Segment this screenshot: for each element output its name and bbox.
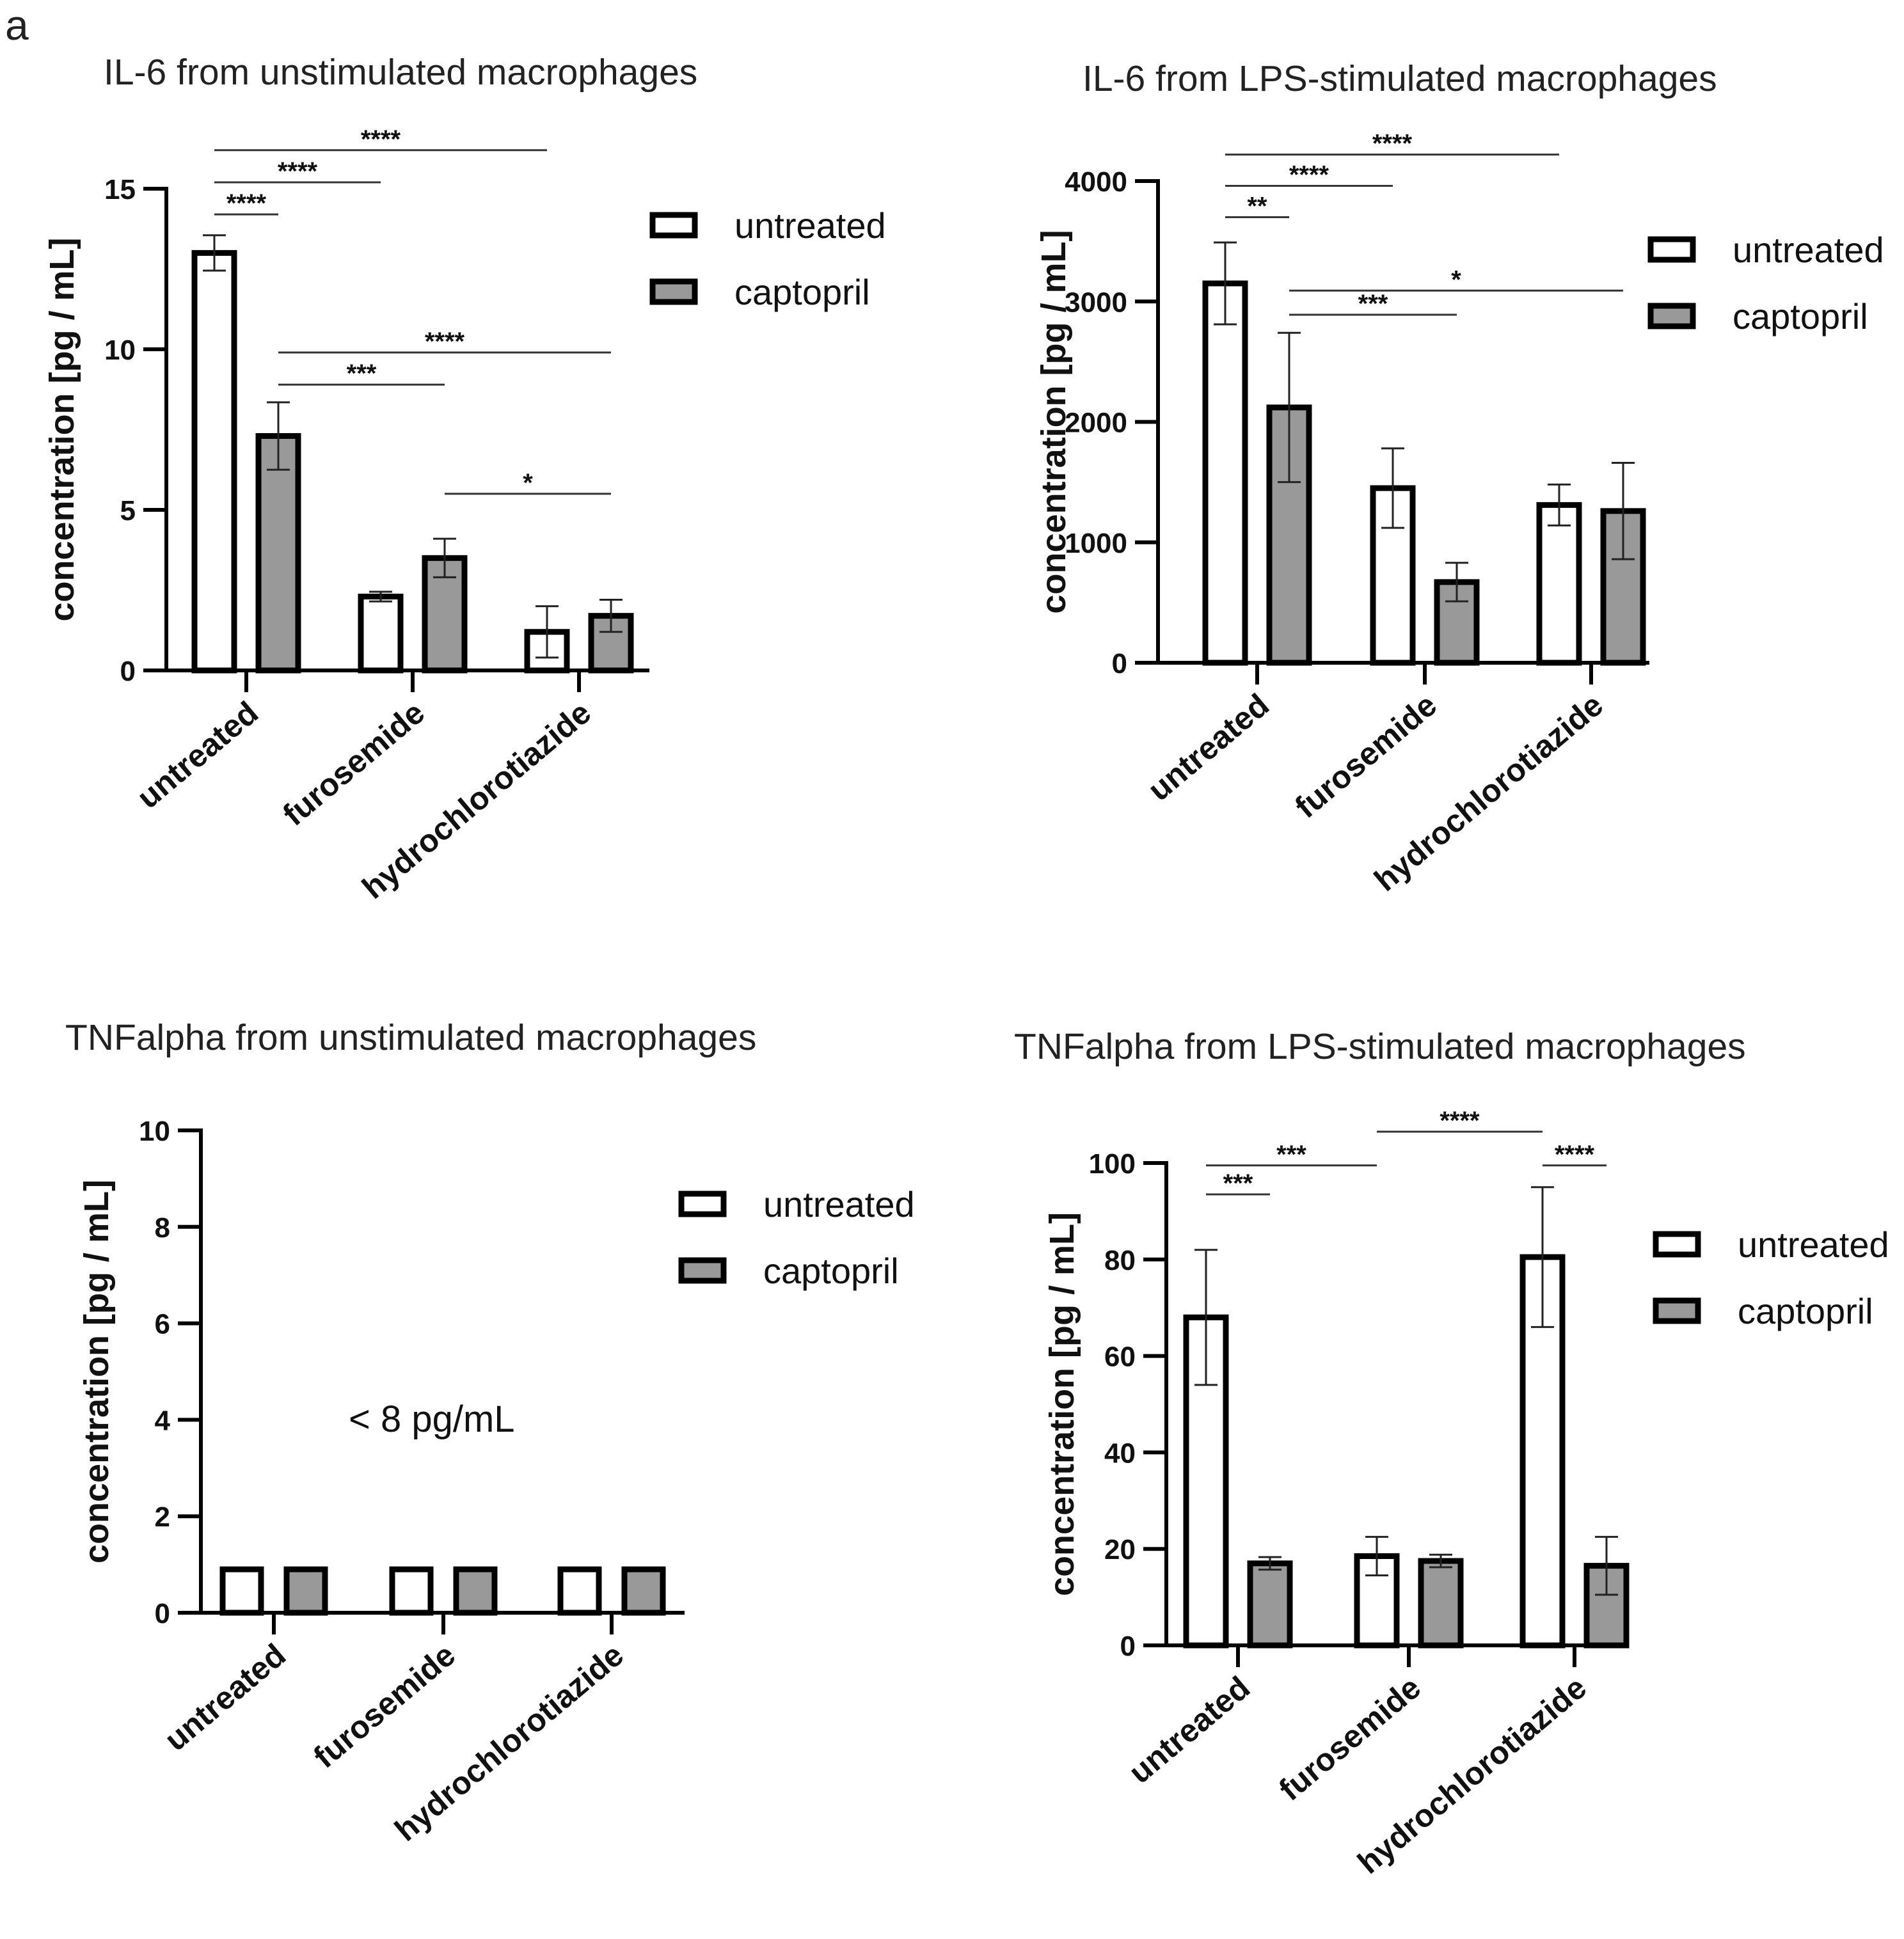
bar-untreated-untreated: [191, 249, 237, 674]
y-tick-label: 0: [1112, 648, 1127, 679]
y-tick-label: 4000: [1065, 166, 1127, 198]
legend-label-untreated: untreated: [763, 1184, 915, 1224]
bar-untreated-hydrochlorotiazide: [557, 1566, 602, 1616]
y-tick-label: 0: [120, 656, 136, 687]
x-tick-label: untreated: [158, 1637, 293, 1758]
legend-label-captopril: captopril: [763, 1251, 899, 1291]
legend-swatch-captopril: [649, 278, 698, 305]
significance-label: *: [1451, 265, 1461, 294]
significance-label: ***: [1276, 1141, 1306, 1169]
significance-label: **: [1247, 192, 1267, 220]
bar-captopril-furosemide: [1418, 1558, 1464, 1649]
significance-label: ****: [1372, 130, 1413, 158]
legend-swatch-captopril: [678, 1257, 727, 1284]
significance-label: ****: [1440, 1107, 1480, 1135]
significance-label: ****: [361, 125, 401, 154]
bar-untreated-furosemide: [389, 1566, 434, 1616]
significance-label: ****: [425, 328, 465, 356]
y-tick-label: 100: [1089, 1148, 1136, 1180]
legend-label-captopril: captopril: [1733, 296, 1868, 336]
chart-title: TNFalpha from LPS-stimulated macrophages: [1014, 1026, 1746, 1067]
legend-swatch-untreated: [1653, 1231, 1701, 1258]
legend-label-untreated: untreated: [1733, 230, 1884, 270]
y-tick-label: 6: [155, 1309, 170, 1340]
y-axis-title: concentration [pg / mL]: [77, 1180, 116, 1563]
y-tick-label: 60: [1104, 1341, 1136, 1373]
panel-letter: a: [5, 1, 29, 49]
x-tick-label: furosemide: [1289, 687, 1443, 825]
significance-label: ***: [347, 360, 377, 388]
y-tick-label: 15: [104, 174, 136, 205]
y-tick-label: 0: [1120, 1631, 1136, 1662]
y-tick-label: 0: [155, 1598, 170, 1629]
bar-captopril-hydrochlorotiazide: [621, 1566, 666, 1616]
chart-tnf-unstim: TNFalpha from unstimulated macrophages 0 2…: [65, 1017, 915, 1848]
legend-label-untreated: untreated: [734, 205, 886, 246]
significance-label: ****: [278, 157, 318, 186]
y-tick-label: 2000: [1065, 408, 1127, 439]
bar-untreated-untreated: [219, 1566, 264, 1616]
legend-swatch-untreated: [649, 212, 698, 239]
x-tick-label: furosemide: [276, 695, 431, 833]
significance-label: *: [523, 469, 533, 497]
x-tick-label: untreated: [1141, 687, 1276, 808]
y-tick-label: 10: [104, 335, 136, 366]
bar-untreated-furosemide: [358, 594, 404, 674]
y-tick-label: 1000: [1065, 528, 1127, 559]
legend-swatch-untreated: [1647, 236, 1696, 263]
x-tick-label: furosemide: [307, 1637, 462, 1775]
y-tick-label: 80: [1104, 1245, 1136, 1276]
chart-title: IL-6 from LPS-stimulated macrophages: [1083, 58, 1717, 99]
bar-untreated-untreated: [1202, 280, 1248, 666]
bar-captopril-furosemide: [453, 1566, 498, 1616]
y-tick-label: 4: [155, 1405, 171, 1436]
y-axis-title: concentration [pg / mL]: [1035, 230, 1073, 614]
x-tick-label: untreated: [1122, 1670, 1257, 1791]
y-tick-label: 40: [1104, 1437, 1136, 1469]
legend-label-captopril: captopril: [1738, 1291, 1873, 1331]
legend-label-untreated: untreated: [1738, 1224, 1889, 1265]
y-tick-label: 5: [120, 495, 136, 526]
legend-swatch-captopril: [1653, 1297, 1701, 1324]
x-tick-label: untreated: [131, 695, 266, 816]
legend-swatch-untreated: [678, 1191, 727, 1217]
significance-label: ****: [1289, 161, 1329, 189]
chart-il6-unstim: IL-6 from unstimulated macrophages 0 5 10 15…: [43, 52, 886, 906]
bar-captopril-untreated: [1247, 1560, 1293, 1649]
bar-untreated-hydrochlorotiazide: [1536, 502, 1582, 666]
y-tick-label: 10: [139, 1116, 170, 1147]
bar-captopril-untreated: [255, 433, 301, 674]
bar-captopril-hydrochlorotiazide: [1600, 508, 1646, 666]
significance-label: ****: [1555, 1141, 1595, 1169]
significance-label: ***: [1358, 290, 1388, 318]
legend-swatch-captopril: [1647, 303, 1696, 329]
significance-label: ****: [226, 189, 267, 218]
y-tick-label: 3000: [1065, 287, 1127, 318]
y-axis-title: concentration [pg / mL]: [1043, 1212, 1081, 1596]
chart-title: IL-6 from unstimulated macrophages: [104, 52, 697, 93]
y-tick-label: 2: [155, 1501, 170, 1533]
y-tick-label: 20: [1104, 1534, 1136, 1565]
chart-tnf-lps: TNFalpha from LPS-stimulated macrophages…: [1014, 1026, 1889, 1881]
legend-label-captopril: captopril: [734, 272, 870, 312]
annotation-text: < 8 pg/mL: [349, 1398, 515, 1440]
chart-il6-lps: IL-6 from LPS-stimulated macrophages 0 100…: [1035, 58, 1884, 898]
y-axis-title: concentration [pg / mL]: [43, 238, 81, 622]
bar-captopril-untreated: [283, 1566, 328, 1616]
y-tick-label: 8: [155, 1212, 170, 1244]
x-tick-label: furosemide: [1273, 1670, 1427, 1808]
significance-label: ***: [1223, 1169, 1253, 1198]
chart-title: TNFalpha from unstimulated macrophages: [65, 1017, 756, 1058]
